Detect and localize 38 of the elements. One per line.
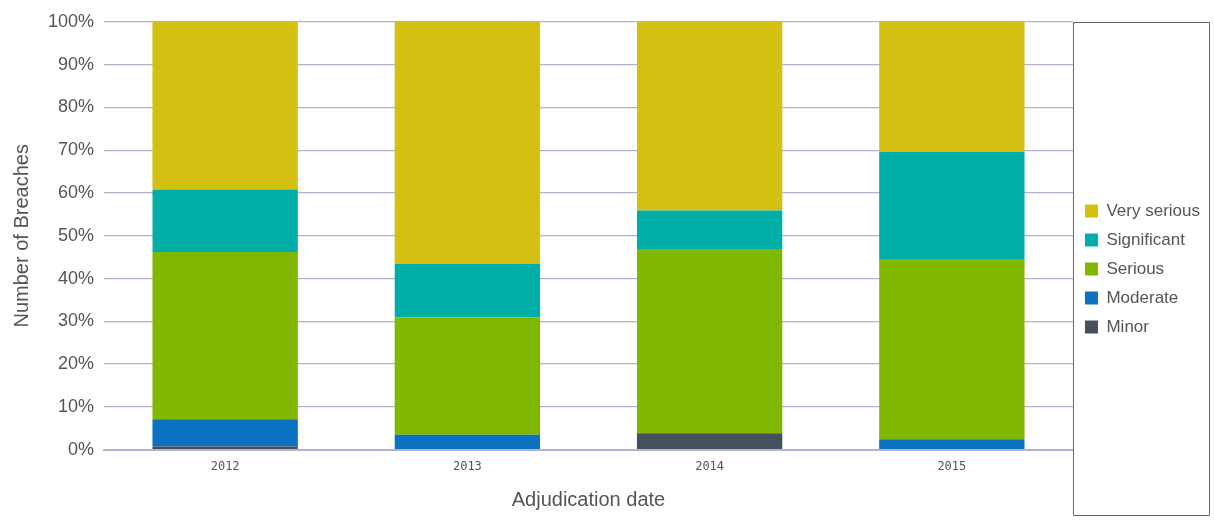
bar [394, 317, 541, 435]
y-tick-label: 60% [58, 182, 95, 203]
legend-label: Minor [1106, 316, 1150, 336]
x-tick-label: 2012 [210, 458, 240, 473]
x-tick-label: 2014 [695, 458, 725, 473]
y-tick-label: 100% [47, 10, 95, 31]
legend-label: Very serious [1106, 200, 1201, 220]
bar [636, 433, 783, 449]
x-tick-label: 2015 [937, 458, 967, 473]
legend-label: Significant [1106, 229, 1186, 249]
y-axis-title: Number of Breaches [9, 144, 32, 328]
bar [152, 419, 298, 447]
y-tick-label: 0% [68, 438, 95, 459]
bar [636, 249, 783, 434]
bar [636, 22, 783, 211]
y-tick-label: 40% [58, 267, 95, 288]
bar [879, 439, 1025, 449]
legend-label: Moderate [1106, 287, 1179, 307]
y-tick-label: 10% [58, 395, 95, 416]
x-tick-label: 2013 [452, 458, 482, 473]
bar [879, 258, 1025, 440]
bar [394, 22, 541, 265]
bar [394, 264, 541, 318]
y-tick-label: 30% [58, 310, 95, 331]
x-axis-title: Adjudication date [511, 487, 666, 510]
bar [152, 189, 298, 253]
y-tick-label: 20% [58, 353, 95, 374]
bar [879, 22, 1025, 152]
y-tick-label: 70% [58, 139, 95, 160]
bar [152, 22, 298, 190]
bar [879, 151, 1025, 259]
y-tick-label: 80% [58, 96, 95, 117]
y-tick-label: 50% [58, 224, 95, 245]
legend-label: Serious [1106, 258, 1165, 278]
bar [636, 210, 783, 250]
bar [394, 434, 541, 449]
bar [152, 252, 298, 420]
y-tick-label: 90% [58, 53, 95, 74]
